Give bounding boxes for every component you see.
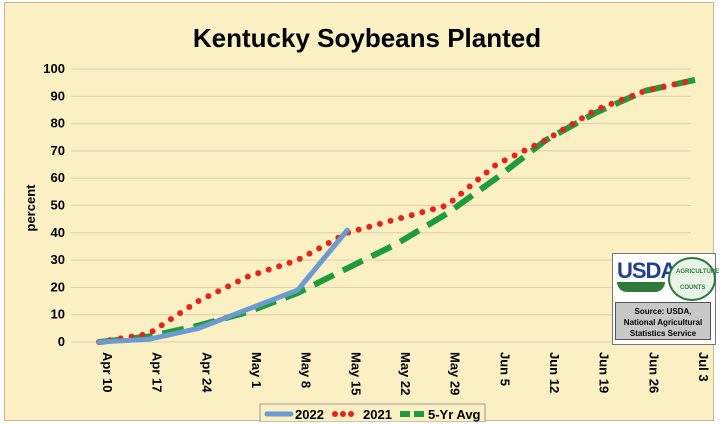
- usda-logo-panel: USDA AGRICULTURE COUNTS Source: USDA, Na…: [612, 253, 720, 345]
- legend: 2022 2021 5-Yr Avg: [259, 403, 486, 422]
- y-tick-label-100: 100: [43, 61, 65, 76]
- x-tick-label-6: May 22: [398, 352, 413, 395]
- source-line-2: National Agricultural: [623, 318, 703, 327]
- x-tick-label-0: Apr 10: [100, 352, 115, 392]
- x-tick-label-7: May 29: [448, 352, 463, 395]
- y-tick-label-90: 90: [51, 88, 65, 103]
- y-tick-label-70: 70: [51, 143, 65, 158]
- y-tick-label-10: 10: [51, 307, 65, 322]
- legend-label-2021: 2021: [363, 407, 392, 422]
- source-note: Source: USDA, National Agricultural Stat…: [615, 302, 711, 340]
- y-tick-label-30: 30: [51, 252, 65, 267]
- x-tick-label-4: May 8: [299, 352, 314, 388]
- legend-label-2022: 2022: [295, 407, 324, 422]
- line-chart: 0 10 20 30 40 50 60 70 80 90 100 Apr 10 Apr 17 Apr 2…: [23, 23, 711, 422]
- chart-title: Kentucky Soybeans Planted: [193, 23, 541, 53]
- y-tick-label-80: 80: [51, 116, 65, 131]
- x-tick-labels: Apr 10 Apr 17 Apr 24 May 1 May 8 May 15 May 22…: [100, 352, 711, 395]
- chart-frame: 0 10 20 30 40 50 60 70 80 90 100 Apr 10 Apr 17 Apr 2…: [4, 2, 720, 422]
- series-lines: [96, 76, 698, 345]
- x-tick-label-12: Jul 3: [696, 352, 711, 382]
- seal-bottom-text: COUNTS: [680, 285, 706, 291]
- x-tick-label-2: Apr 24: [199, 352, 214, 393]
- x-tick-label-11: Jun 26: [646, 352, 661, 393]
- usda-logo-icon: USDA: [617, 258, 676, 283]
- y-tick-label-60: 60: [51, 170, 65, 185]
- y-tick-label-20: 20: [51, 279, 65, 294]
- gridlines: [71, 68, 691, 343]
- x-tick-label-9: Jun 12: [547, 352, 562, 393]
- legend-box: [259, 403, 486, 422]
- x-tick-label-1: Apr 17: [150, 352, 165, 392]
- legend-label-5-yr-avg: 5-Yr Avg: [428, 407, 481, 422]
- seal-top-text: AGRICULTURE: [676, 269, 720, 275]
- x-tick-label-10: Jun 19: [597, 352, 612, 393]
- x-tick-label-3: May 1: [249, 352, 264, 388]
- y-tick-labels: 0 10 20 30 40 50 60 70 80 90 100: [43, 61, 65, 349]
- source-line-1: Source: USDA,: [634, 307, 692, 316]
- y-axis-label: percent: [23, 184, 38, 232]
- x-tick-label-5: May 15: [348, 352, 363, 395]
- series-line-5-yr-avg: [98, 76, 696, 345]
- y-tick-label-40: 40: [51, 225, 65, 240]
- x-tick-label-8: Jun 5: [497, 352, 512, 386]
- source-line-3: Statistics Service: [629, 329, 697, 338]
- agriculture-counts-seal-icon: AGRICULTURE COUNTS: [668, 257, 720, 301]
- y-tick-label-0: 0: [58, 334, 65, 349]
- y-tick-label-50: 50: [51, 198, 65, 213]
- usda-swoosh-icon: [617, 282, 665, 292]
- series-line-2022: [96, 227, 350, 345]
- series-line-2021: [96, 76, 698, 345]
